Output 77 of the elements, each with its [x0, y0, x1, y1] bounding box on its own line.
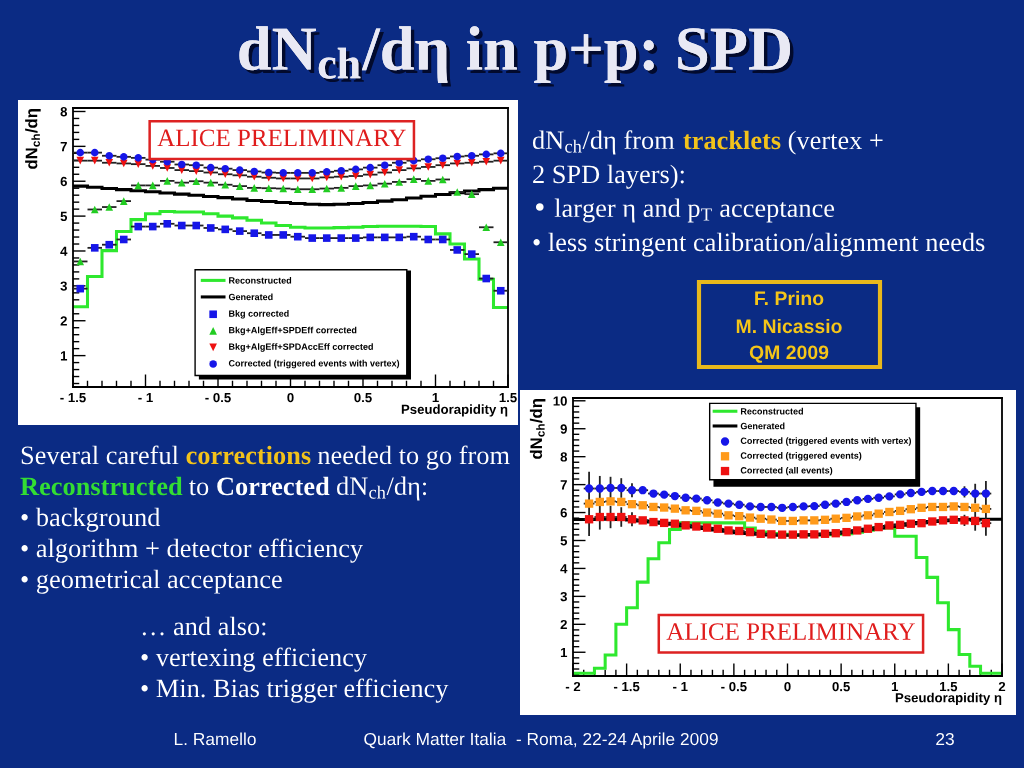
text: Corrected: [217, 476, 330, 496]
legend-label: Corrected (triggered events with vertex): [740, 437, 911, 446]
text: QM 2009: [749, 345, 829, 363]
y-tick-label: 9: [560, 424, 567, 434]
text: dN$_{ch}$/dη in p+p: SPD: [239, 26, 794, 87]
y-tick-label: 5: [560, 536, 568, 546]
text: • larger η and p$_{T}$ acceptance: [535, 198, 835, 223]
y-tick-label: 8: [60, 107, 68, 117]
legend-label: Corrected (triggered events with vertex): [228, 359, 400, 369]
x-tick-label: 1: [891, 682, 899, 692]
text: F. Prino: [755, 290, 824, 306]
legend-label: Corrected (all events): [740, 466, 833, 476]
x-tick-label: 0.5: [354, 392, 372, 403]
text: (vertex +: [788, 130, 883, 155]
x-tick-label: - 2: [565, 681, 581, 692]
y-tick-label: 7: [60, 142, 67, 152]
text: tracklets: [683, 130, 781, 150]
text: to: [188, 480, 209, 496]
y-tick-label: 10: [553, 396, 567, 406]
legend-label: Bkg+AlgEff+SPDEff corrected: [229, 326, 357, 336]
text: 2 SPD layers):: [533, 164, 684, 189]
text: … and also:: [142, 616, 266, 636]
text: • less stringent calibration/alignment needs: [533, 232, 985, 257]
text: Quark Matter Italia - Roma, 22-24 Aprile 2009: [364, 732, 718, 749]
y-tick-label: 4: [60, 246, 68, 256]
y-tick-label: 2: [60, 316, 67, 326]
x-tick-label: 0: [784, 681, 791, 692]
y-tick-label: 6: [60, 176, 67, 187]
x-tick-label: - 0.5: [721, 681, 747, 692]
y-tick-label: 1: [60, 351, 68, 361]
y-tick-label: 5: [60, 211, 68, 222]
x-tick-label: - 1: [138, 393, 153, 403]
text: needed to go from: [317, 445, 510, 470]
x-axis-title: Pseudorapidity η: [895, 692, 1002, 705]
x-tick-label: 2: [998, 681, 1006, 692]
text: Reconstructed: [20, 476, 183, 496]
text: • Min. Bias trigger efficiency: [141, 678, 449, 703]
x-tick-label: 1.5: [499, 393, 517, 403]
x-tick-label: - 1: [673, 682, 688, 692]
y-tick-label: 6: [560, 508, 567, 518]
annotation: ALICE PRELIMINARY: [157, 129, 406, 147]
legend-label: Bkg+AlgEff+SPDAccEff corrected: [229, 343, 373, 352]
text: • geometrical acceptance: [21, 569, 282, 594]
text: M. Nicassio: [736, 318, 842, 334]
legend-label: Bkg corrected: [229, 310, 289, 319]
text: • background: [21, 507, 161, 532]
x-tick-label: - 1.5: [613, 682, 640, 692]
text: L. Ramello: [174, 732, 256, 746]
text: • algorithm + detector efficiency: [21, 538, 364, 563]
y-axis-title: dN$_{ch}$/dη: [25, 109, 41, 169]
y-axis-title: dN$_{ch}$/dη: [529, 399, 546, 459]
legend-label: Generated: [228, 293, 273, 301]
y-tick-label: 2: [560, 619, 567, 630]
x-tick-label: 1: [432, 393, 439, 403]
text: corrections: [186, 445, 311, 465]
y-tick-label: 7: [560, 480, 567, 490]
text: dN$_{ch}$/dη:: [336, 476, 427, 501]
text: • vertexing efficiency: [141, 647, 367, 672]
legend-label: Generated: [740, 422, 785, 430]
text: 23: [936, 732, 954, 746]
x-tick-label: 0: [287, 392, 294, 403]
y-tick-label: 3: [60, 281, 67, 291]
x-axis-title: Pseudorapidity η: [401, 404, 508, 417]
text: dN$_{ch}$/dη from: [532, 130, 675, 155]
annotation: ALICE PRELIMINARY: [666, 623, 915, 640]
x-tick-label: 1.5: [940, 682, 958, 692]
text: Several careful: [21, 445, 179, 465]
y-tick-label: 4: [560, 564, 568, 574]
y-tick-label: 1: [560, 647, 568, 658]
y-tick-label: 8: [560, 452, 568, 462]
y-tick-label: 3: [560, 591, 567, 602]
x-tick-label: - 0.5: [205, 392, 231, 403]
x-tick-label: - 1.5: [60, 393, 86, 403]
legend-label: Reconstructed: [229, 277, 292, 284]
x-tick-label: 0.5: [832, 681, 850, 692]
legend-label: Corrected (triggered events): [740, 452, 862, 461]
legend-label: Reconstructed: [740, 407, 803, 415]
